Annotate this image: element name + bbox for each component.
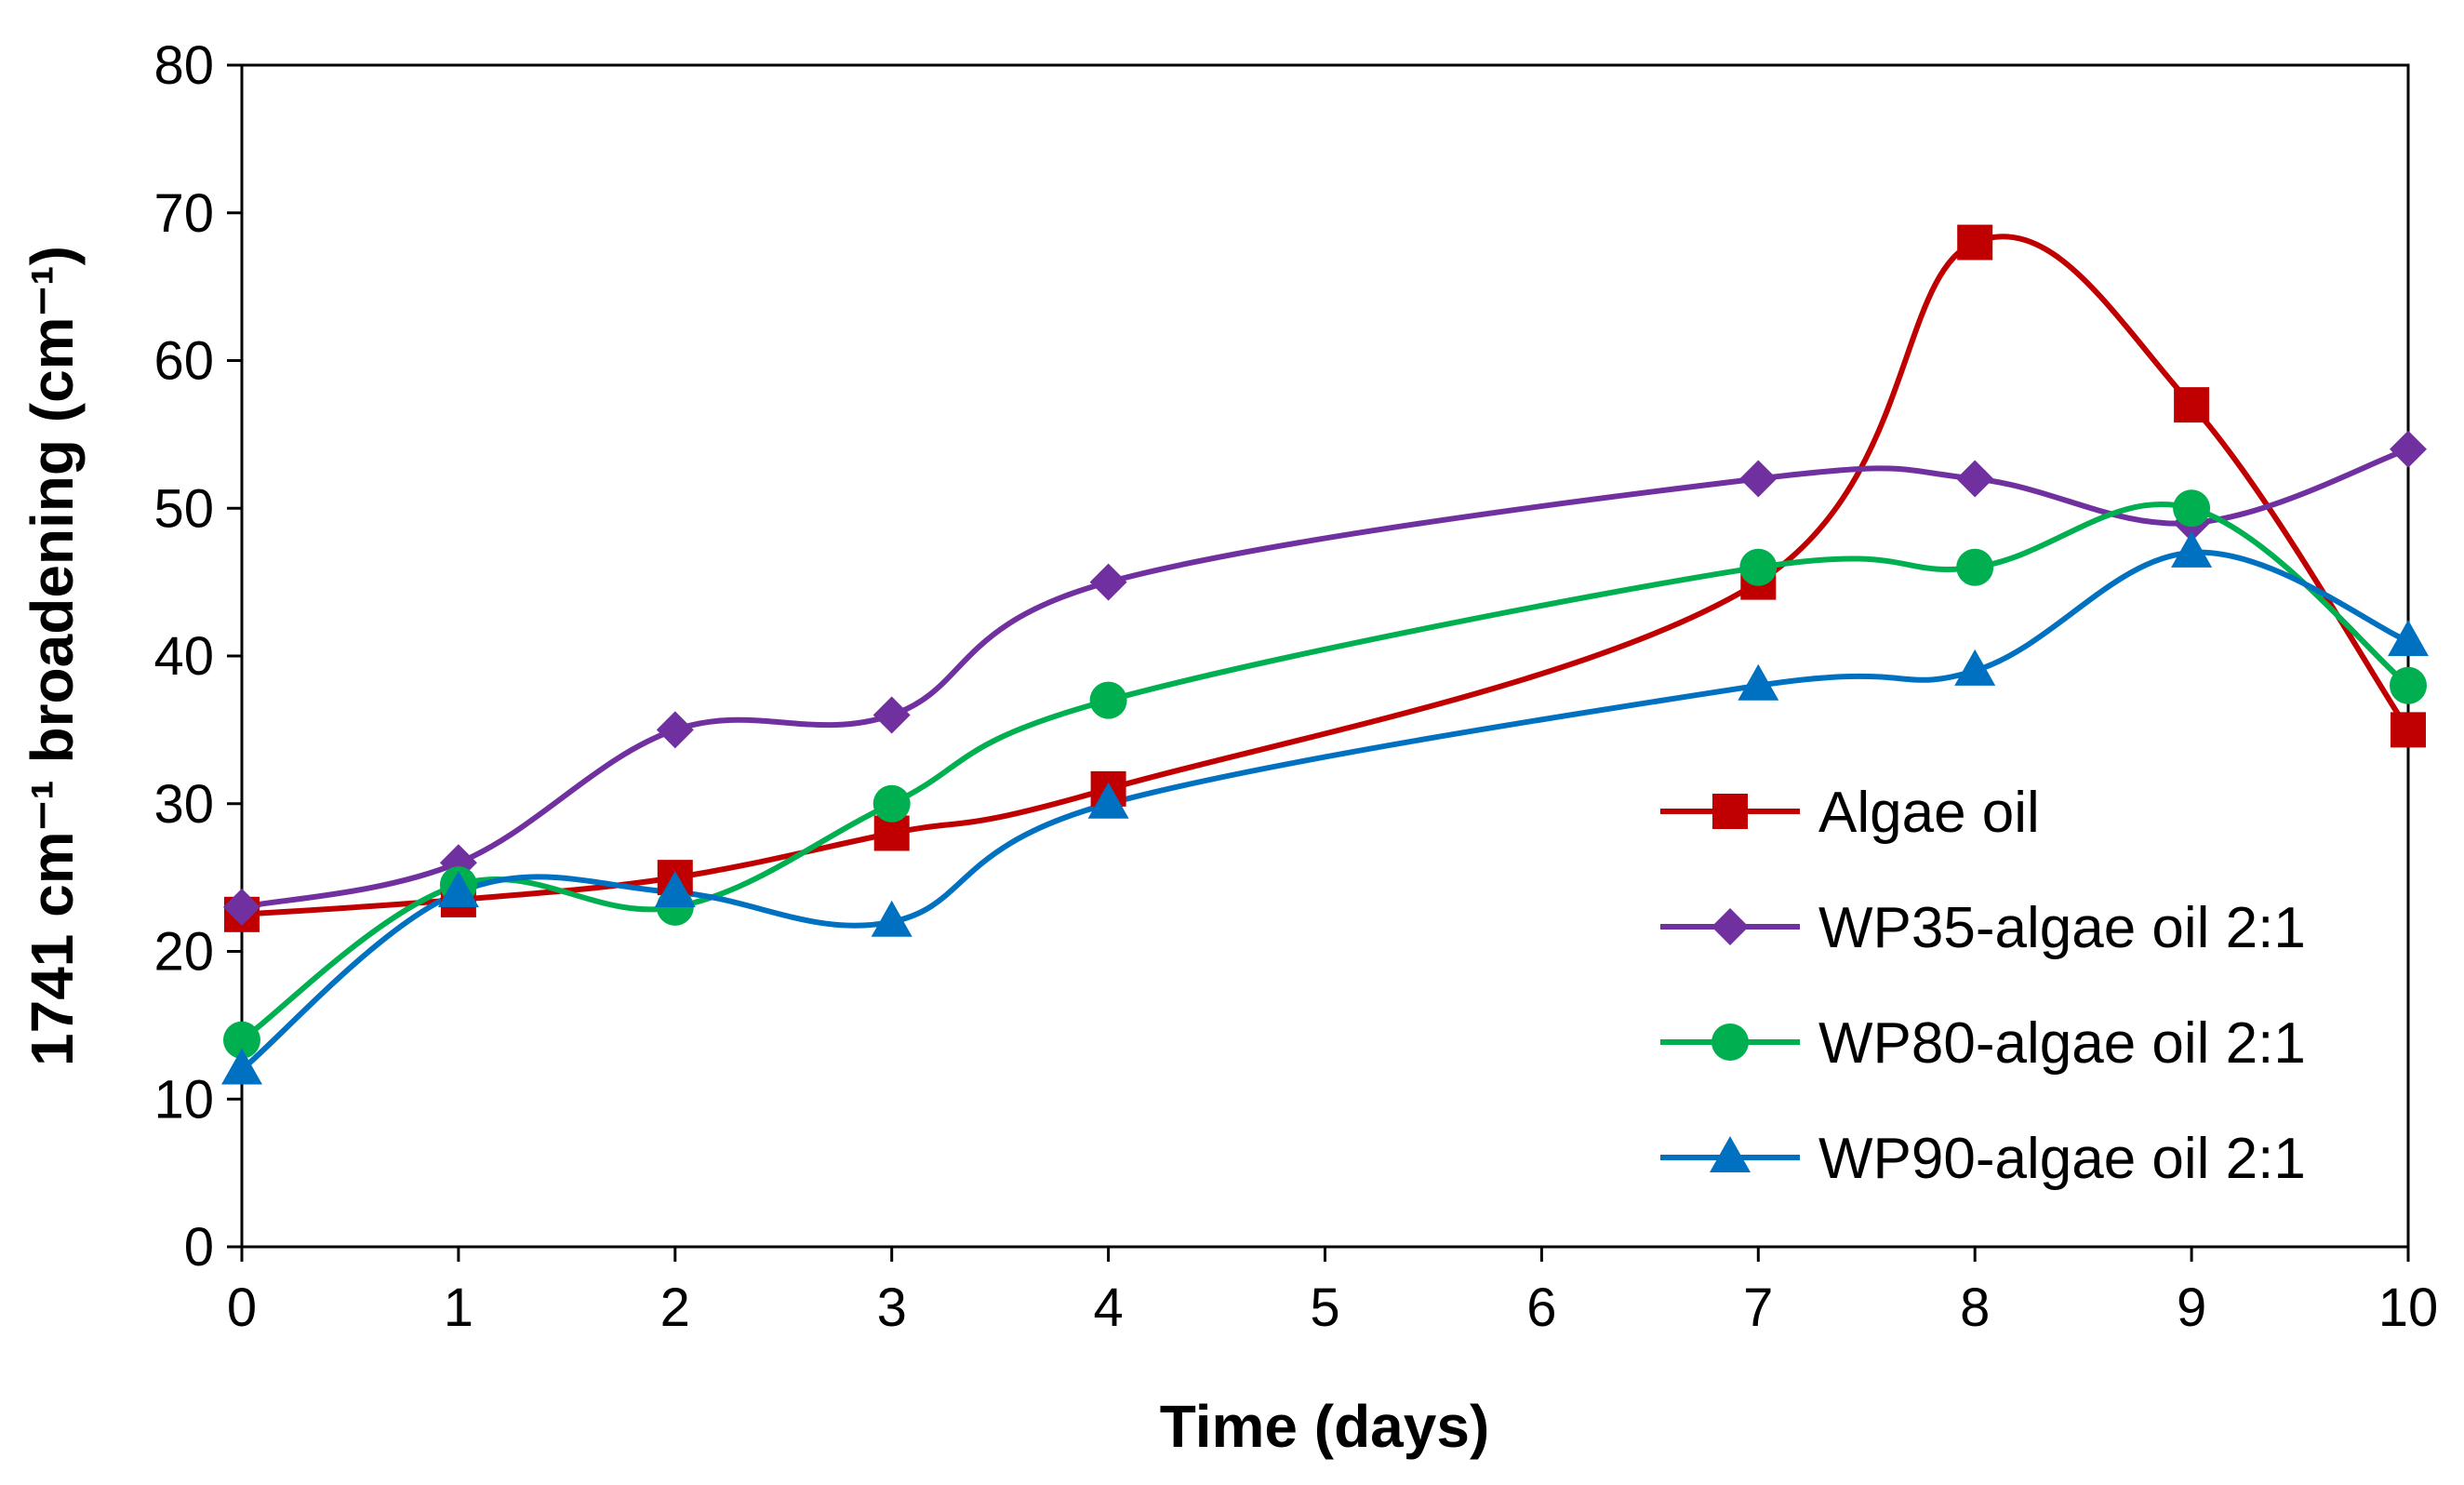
x-tick-label: 1	[444, 1278, 473, 1338]
x-tick-label: 3	[877, 1278, 907, 1338]
data-point-wp35-algae-oil-2-1	[223, 888, 260, 926]
legend: Algae oil WP35-algae oil 2:1 WP80-algae oi…	[1660, 781, 2306, 1191]
data-point-algae-oil	[1957, 224, 1993, 261]
legend-label: WP80-algae oil 2:1	[1818, 1011, 2306, 1076]
data-point-wp80-algae-oil-2-1	[1956, 548, 1994, 586]
data-point-wp90-algae-oil-2-1	[1954, 649, 1996, 686]
y-tick-label: 20	[153, 922, 214, 983]
data-point-wp80-algae-oil-2-1	[872, 784, 911, 823]
x-tick-label: 7	[1743, 1278, 1773, 1338]
data-point-algae-oil	[2391, 712, 2426, 748]
legend-label: Algae oil	[1818, 781, 2040, 845]
data-point-wp80-algae-oil-2-1	[1089, 681, 1127, 719]
y-tick-label: 0	[184, 1217, 214, 1278]
data-point-wp90-algae-oil-2-1	[654, 871, 696, 907]
series-line-wp80-algae-oil-2-1	[239, 502, 2411, 1043]
x-tick-label: 9	[2177, 1278, 2206, 1338]
data-point-wp90-algae-oil-2-1	[2388, 620, 2429, 657]
x-tick-label: 8	[1960, 1278, 1990, 1338]
legend-item-wp35-algae-oil-2-1: WP35-algae oil 2:1	[1660, 896, 2306, 960]
data-point-wp80-algae-oil-2-1	[1739, 548, 1778, 586]
x-tick-label: 5	[1310, 1278, 1339, 1338]
series-line-wp35-algae-oil-2-1	[239, 446, 2411, 910]
data-point-wp80-algae-oil-2-1	[2390, 666, 2427, 704]
legend-item-wp90-algae-oil-2-1: WP90-algae oil 2:1	[1660, 1127, 2306, 1191]
data-point-wp80-algae-oil-2-1	[2173, 489, 2211, 528]
x-tick-label: 4	[1093, 1278, 1123, 1338]
x-tick-label: 2	[660, 1278, 690, 1338]
series-lines	[239, 234, 2411, 1073]
data-point-wp90-algae-oil-2-1	[1738, 663, 1779, 701]
data-point-wp90-algae-oil-2-1	[871, 900, 912, 937]
data-point-algae-oil	[2174, 387, 2210, 423]
data-point-wp35-algae-oil-2-1	[872, 696, 911, 734]
axis-ticks: 0 1 2 3 4 5 6 7 8 9 10 0 10 20 30 40 50 60 70 80	[153, 35, 2438, 1338]
data-point-wp80-algae-oil-2-1	[223, 1021, 260, 1059]
y-tick-label: 70	[153, 183, 214, 244]
data-point-wp90-algae-oil-2-1	[1087, 782, 1129, 819]
y-tick-label: 10	[153, 1069, 214, 1130]
x-tick-label: 6	[1526, 1278, 1556, 1338]
series-markers	[221, 224, 2429, 1085]
data-point-wp90-algae-oil-2-1	[437, 871, 479, 907]
legend-item-wp80-algae-oil-2-1: WP80-algae oil 2:1	[1660, 1011, 2306, 1076]
legend-label: WP35-algae oil 2:1	[1818, 896, 2306, 960]
y-tick-label: 80	[153, 35, 214, 96]
x-tick-label: 0	[227, 1278, 257, 1338]
data-point-wp90-algae-oil-2-1	[221, 1048, 262, 1085]
plot-area	[240, 63, 2410, 1249]
y-tick-label: 60	[153, 331, 214, 392]
legend-marker	[1711, 908, 1749, 945]
data-point-wp35-algae-oil-2-1	[1089, 563, 1127, 601]
series-line-wp90-algae-oil-2-1	[239, 549, 2411, 1073]
x-axis-title: Time (days)	[1160, 1393, 1490, 1460]
data-point-wp35-algae-oil-2-1	[1956, 460, 1994, 498]
x-tick-label: 10	[2378, 1278, 2439, 1338]
legend-marker	[1711, 1023, 1749, 1061]
series-line-algae-oil	[239, 234, 2411, 917]
legend-item-algae-oil: Algae oil	[1660, 781, 2040, 845]
y-tick-label: 40	[153, 626, 214, 687]
data-point-wp35-algae-oil-2-1	[656, 711, 694, 749]
y-axis-title: 1741 cm⁻¹ broadening (cm⁻¹)	[19, 246, 86, 1066]
legend-label: WP90-algae oil 2:1	[1818, 1127, 2306, 1191]
legend-marker	[1710, 1136, 1751, 1172]
data-point-wp90-algae-oil-2-1	[2171, 530, 2213, 568]
data-point-wp35-algae-oil-2-1	[1739, 460, 1778, 498]
y-tick-label: 50	[153, 478, 214, 539]
legend-marker	[1712, 794, 1748, 829]
data-point-wp35-algae-oil-2-1	[2390, 430, 2427, 468]
y-tick-label: 30	[153, 774, 214, 835]
